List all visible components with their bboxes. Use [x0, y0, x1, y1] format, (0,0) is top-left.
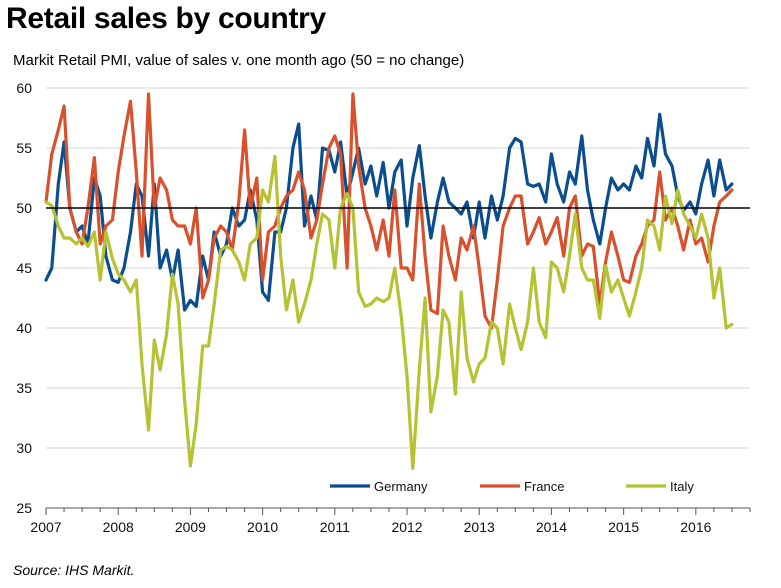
y-tick-label: 60 — [16, 80, 32, 96]
x-tick-label: 2007 — [30, 519, 61, 535]
chart-subtitle: Markit Retail PMI, value of sales v. one… — [13, 52, 465, 69]
legend: Germany France Italy — [330, 479, 694, 494]
series-line-italy — [44, 154, 734, 470]
x-tick-label: 2009 — [175, 519, 206, 535]
y-tick-label: 45 — [16, 260, 32, 276]
y-tick-label: 50 — [16, 200, 32, 216]
x-tick-label: 2015 — [608, 519, 639, 535]
y-tick-label: 35 — [16, 380, 32, 396]
x-tick-label: 2011 — [320, 519, 350, 535]
x-tick-label: 2010 — [247, 519, 278, 535]
legend-label-germany: Germany — [374, 479, 428, 494]
y-tick-label: 40 — [16, 320, 32, 336]
axes: 25 30 35 40 45 50 55 60 2007 2008 2009 2010 2011 2012… — [16, 80, 751, 535]
series-lines — [44, 92, 750, 470]
legend-label-france: France — [524, 479, 564, 494]
x-tick-label: 2013 — [464, 519, 495, 535]
series-line-france — [44, 92, 734, 330]
x-tick-label: 2012 — [391, 519, 422, 535]
legend-label-italy: Italy — [670, 479, 694, 494]
x-tick-label: 2014 — [536, 519, 567, 535]
chart-title: Retail sales by country — [6, 2, 326, 35]
y-tick-label: 25 — [16, 500, 32, 516]
line-chart: 25 30 35 40 45 50 55 60 2007 2008 2009 2010 2011 2012… — [16, 80, 751, 535]
y-tick-label: 30 — [16, 440, 32, 456]
y-tick-label: 55 — [16, 140, 32, 156]
x-tick-label: 2008 — [103, 519, 134, 535]
source-note: Source: IHS Markit. — [13, 562, 135, 578]
x-tick-label: 2016 — [680, 519, 711, 535]
